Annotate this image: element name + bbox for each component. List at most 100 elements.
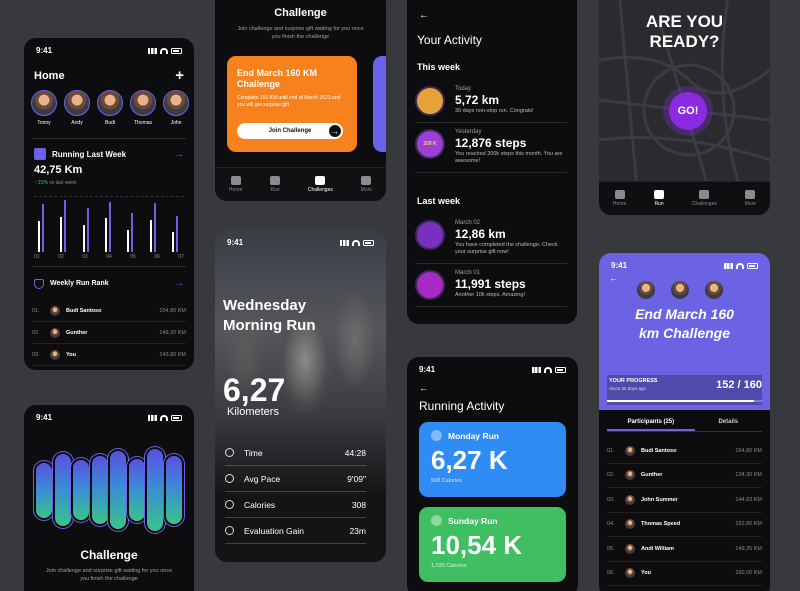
stat-value: 9'09"	[347, 473, 366, 484]
tab-challenges[interactable]: Challenges	[692, 190, 717, 207]
run-stat-row: Evaluation Gain 23m	[225, 518, 366, 544]
progress-label: YOUR PROGRESS	[609, 378, 658, 384]
rank-row[interactable]: 01. Budi Santoso 154,80 KM	[32, 300, 186, 322]
join-challenge-button[interactable]: Join Challenge →	[237, 123, 343, 139]
chart-day-label: 03	[82, 254, 88, 260]
chart-day-label: 01	[34, 254, 40, 260]
back-arrow-icon[interactable]: ←	[609, 273, 618, 283]
run-card[interactable]: Sunday Run 10,54 K 1,035 Calories	[419, 507, 566, 582]
activity-item[interactable]: 200 K Yesterday 12,876 steps You reached 20…	[415, 123, 567, 173]
stat-label: Evaluation Gain	[244, 525, 305, 536]
rank-row[interactable]: 02. Gunther 149,30 KM	[32, 322, 186, 344]
participants-list: 01. Budi Santoso 154,80 KM 02. Gunther 124,30…	[607, 439, 762, 586]
stat-value: 308	[351, 499, 366, 510]
arrow-right-icon[interactable]: →	[174, 148, 184, 160]
avatar	[31, 90, 57, 116]
change-up-icon: ↑	[34, 180, 37, 186]
intro-subtitle: Join challenge and surprise gift waiting…	[45, 568, 173, 582]
tab-label: Challenges	[307, 187, 333, 193]
run-unit: Kilometers	[227, 406, 279, 418]
last-week-list: March 02 12,86 km You have completed the c…	[415, 214, 567, 307]
signal-icon	[532, 366, 541, 373]
tab-label: More	[744, 201, 757, 207]
badge-icon: 200 K	[415, 129, 445, 159]
avatar	[163, 90, 189, 116]
arrow-right-icon[interactable]: →	[174, 278, 184, 289]
avatar	[97, 90, 123, 116]
progress-track	[607, 400, 762, 402]
avatar	[625, 543, 635, 554]
activity-screen: ← Your Activity This week Today 5,72 km 30…	[407, 0, 577, 324]
back-arrow-icon[interactable]: ←	[419, 383, 428, 393]
activity-date: March 01	[455, 269, 481, 276]
run-card[interactable]: Monday Run 6,27 K 568 Calories	[419, 422, 566, 497]
participant-name: John Summer	[641, 496, 678, 503]
tab-label: More	[360, 187, 373, 193]
participant-row[interactable]: 06. You 160,00 KM	[607, 562, 762, 586]
participant-row[interactable]: 04. Thomas Speed 152,80 KM	[607, 513, 762, 537]
chart-bar	[149, 219, 152, 252]
friend-item[interactable]: Andy	[63, 90, 91, 126]
avatar	[705, 281, 723, 299]
rank-name: Gunther	[66, 329, 88, 336]
activity-item[interactable]: Today 5,72 km 30 days non-stop run. Congra…	[415, 80, 567, 123]
activity-item[interactable]: March 01 11,991 steps Another 10k steps. A…	[415, 264, 567, 307]
tab-challenges[interactable]: Challenges	[308, 176, 333, 193]
friend-item[interactable]: Thomas	[129, 90, 157, 126]
add-icon[interactable]: +	[175, 67, 184, 84]
tab-run[interactable]: Run	[654, 190, 665, 207]
runner-icon	[431, 430, 442, 441]
tab-bar: Home Run Challenges More	[215, 167, 386, 201]
arrow-circle-icon: →	[329, 125, 341, 137]
friend-name: Thomas	[133, 120, 153, 126]
this-week-heading: This week	[417, 62, 461, 72]
participant-row[interactable]: 03. John Summer 144,83 KM	[607, 488, 762, 513]
running-title: Running Last Week	[52, 149, 127, 159]
progress-value: 152 / 160	[716, 379, 762, 391]
progress-sub: Since 30 days ago	[609, 386, 647, 391]
participant-row[interactable]: 05. Andi William 149,35 KM	[607, 537, 762, 562]
tab-home[interactable]: Home	[613, 190, 626, 207]
rank-row[interactable]: 03. You 143,80 KM	[32, 344, 186, 366]
stat-label: Calories	[244, 499, 276, 510]
tab-run[interactable]: Run	[270, 176, 281, 193]
battery-icon	[555, 366, 566, 373]
rank-position: 02.	[32, 329, 40, 336]
participant-position: 05.	[607, 545, 615, 552]
ready-screen: ARE YOU READY? GO! Home Run Challenges More	[599, 0, 770, 215]
go-button[interactable]: GO!	[669, 92, 707, 130]
avatar	[50, 349, 60, 360]
friend-item[interactable]: John	[162, 90, 190, 126]
tab-details[interactable]: Details	[718, 419, 739, 425]
participant-row[interactable]: 02. Gunther 124,30 KM	[607, 464, 762, 488]
challenge-card-next[interactable]	[373, 56, 386, 152]
wifi-icon	[352, 239, 360, 246]
run-card-label: Sunday Run	[448, 515, 498, 526]
activity-item[interactable]: March 02 12,86 km You have completed the c…	[415, 214, 567, 264]
friend-item[interactable]: Budi	[96, 90, 124, 126]
chart-bar	[127, 229, 130, 252]
tab-participants[interactable]: Participants (25)	[607, 419, 695, 431]
last-week-heading: Last week	[417, 196, 461, 206]
avatar	[625, 494, 635, 505]
status-time: 9:41	[36, 413, 53, 422]
weekly-chart	[34, 196, 184, 252]
rank-position: 03.	[32, 351, 40, 358]
tab-home[interactable]: Home	[229, 176, 242, 193]
participant-row[interactable]: 01. Budi Santoso 154,80 KM	[607, 439, 762, 464]
back-arrow-icon[interactable]: ←	[419, 10, 429, 21]
stat-value: 23m	[349, 525, 366, 536]
friends-list: Tonny Andy Budi Thomas John	[30, 90, 194, 126]
friend-item[interactable]: Tonny	[30, 90, 58, 126]
rank-km: 149,30 KM	[159, 329, 186, 336]
activity-desc: 30 days non-stop run. Congrats!	[455, 108, 534, 114]
home-icon	[614, 190, 625, 199]
rank-title: Weekly Run Rank	[50, 280, 109, 287]
tab-more[interactable]: More	[745, 190, 756, 207]
friend-name: Tonny	[37, 120, 51, 126]
stat-value: 44:28	[344, 447, 366, 458]
challenge-card[interactable]: End March 160 KM Challenge Complete 160 …	[227, 56, 357, 152]
tab-more[interactable]: More	[361, 176, 372, 193]
avatar	[671, 281, 689, 299]
chart-bar	[153, 202, 156, 252]
